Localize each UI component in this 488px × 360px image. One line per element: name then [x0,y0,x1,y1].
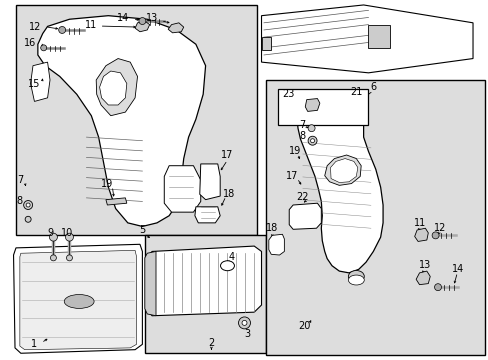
Polygon shape [30,62,50,102]
Circle shape [434,284,441,291]
Circle shape [50,255,56,261]
Bar [262,37,271,50]
Polygon shape [415,271,429,285]
Text: 11: 11 [85,19,97,30]
Text: 4: 4 [228,252,234,262]
Circle shape [26,203,30,207]
Text: 12: 12 [433,223,446,233]
Circle shape [25,216,31,222]
Text: 19: 19 [101,179,113,189]
Polygon shape [38,16,205,226]
Polygon shape [305,99,319,111]
Polygon shape [20,250,136,350]
Text: 14: 14 [451,264,464,274]
Polygon shape [296,94,382,273]
Text: 18: 18 [265,223,278,233]
Text: 19: 19 [288,147,300,157]
Text: 20: 20 [298,321,310,332]
Polygon shape [144,251,156,316]
Ellipse shape [347,270,364,282]
Bar [367,24,389,48]
Polygon shape [324,155,361,185]
Text: 22: 22 [296,192,308,202]
Polygon shape [106,198,126,205]
Text: 17: 17 [221,150,233,160]
Circle shape [238,317,250,329]
Polygon shape [288,203,321,229]
Bar [277,89,368,125]
Text: 3: 3 [244,329,249,339]
Text: 17: 17 [285,171,298,181]
Circle shape [307,125,314,132]
Polygon shape [261,5,472,73]
Text: 18: 18 [223,189,235,199]
Polygon shape [14,244,142,353]
Ellipse shape [347,275,364,285]
Polygon shape [135,21,149,32]
Circle shape [41,45,46,51]
Text: 14: 14 [117,13,129,23]
Polygon shape [200,164,220,200]
Circle shape [139,18,145,24]
Polygon shape [330,158,357,183]
Bar [16,5,256,235]
Text: 21: 21 [349,87,362,98]
Bar [266,80,484,355]
Text: 13: 13 [146,13,158,23]
Polygon shape [164,166,201,212]
Text: 16: 16 [24,38,37,48]
Circle shape [431,232,438,239]
Text: 8: 8 [299,131,305,141]
Polygon shape [268,234,284,255]
Text: 5: 5 [139,225,145,235]
Bar [144,235,266,353]
Polygon shape [96,59,137,116]
Circle shape [49,233,57,241]
Text: 8: 8 [17,197,23,206]
Text: 9: 9 [47,228,53,238]
Polygon shape [414,228,427,242]
Text: 23: 23 [282,89,294,99]
Text: 10: 10 [61,228,74,238]
Text: 2: 2 [208,338,214,347]
Text: 15: 15 [28,78,41,89]
Circle shape [310,139,314,143]
Circle shape [307,136,316,145]
Polygon shape [147,246,261,316]
Text: 7: 7 [17,175,23,185]
Polygon shape [195,207,220,223]
Text: 6: 6 [369,82,376,92]
Circle shape [66,255,72,261]
Circle shape [59,27,65,33]
Circle shape [23,201,33,210]
Text: 13: 13 [418,260,430,270]
Ellipse shape [220,261,234,271]
Text: 1: 1 [31,339,38,349]
Polygon shape [168,23,183,33]
Circle shape [242,320,246,325]
Text: 11: 11 [413,218,426,228]
Circle shape [65,233,73,241]
Ellipse shape [64,294,94,309]
Polygon shape [100,71,126,105]
Text: 7: 7 [298,120,305,130]
Text: 12: 12 [29,22,41,32]
